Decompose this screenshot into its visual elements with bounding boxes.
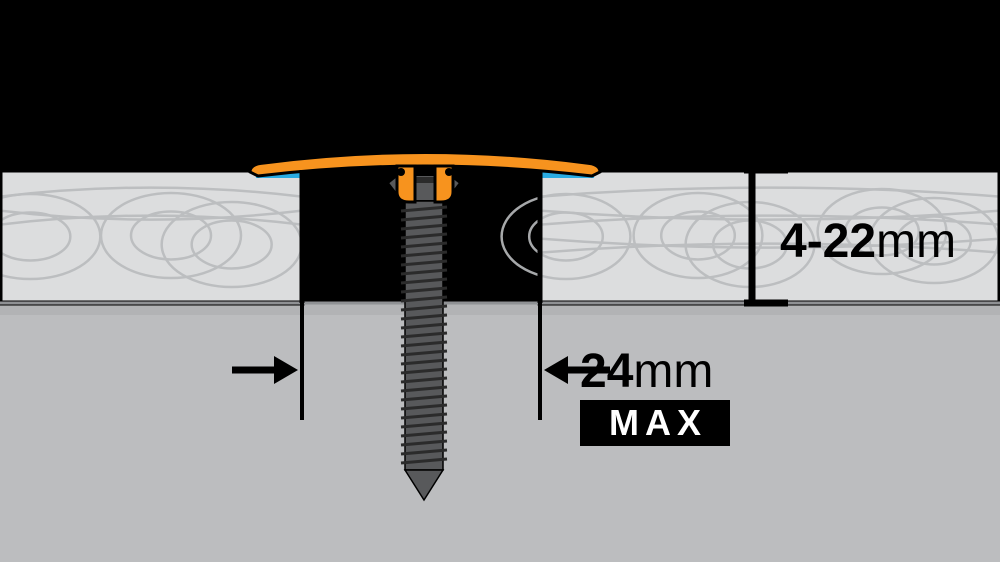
- gap-width-label: 24mm: [580, 344, 713, 399]
- floor-height-unit: mm: [876, 215, 956, 268]
- top-width-value: 30: [350, 29, 408, 87]
- wood-panel-left: [0, 170, 302, 303]
- gap-width-unit: mm: [633, 345, 713, 398]
- subfloor: [0, 303, 1000, 562]
- diagram-svg: [0, 0, 1000, 562]
- floor-height-label: 4-22mm: [780, 214, 956, 269]
- top-width-unit: mm: [408, 29, 495, 87]
- diagram-stage: [0, 0, 1000, 562]
- floor-height-value: 4-22: [780, 215, 876, 268]
- max-badge: MAX: [580, 400, 730, 446]
- gap-width-value: 24: [580, 345, 633, 398]
- top-width-label: 30mm: [350, 28, 494, 88]
- max-text: MAX: [609, 402, 707, 443]
